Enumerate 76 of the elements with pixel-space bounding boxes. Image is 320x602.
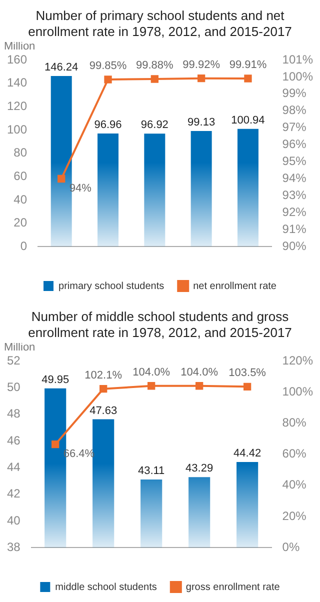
point xyxy=(150,75,158,83)
data-label: 104.0% xyxy=(180,366,218,378)
point xyxy=(243,382,252,390)
y2-tick-label: 90% xyxy=(282,238,307,253)
y-axis-title: Million xyxy=(4,40,36,53)
y2-tick-label: 92% xyxy=(282,204,307,219)
data-label: 43.11 xyxy=(138,465,165,478)
data-label: 99.92% xyxy=(182,58,220,71)
y-tick-label: 40 xyxy=(14,192,28,206)
data-label: 96.92 xyxy=(140,119,168,132)
legend-label: gross enrollment rate xyxy=(186,582,280,593)
y2-tick-label: 100% xyxy=(282,69,314,84)
point xyxy=(58,174,66,183)
point xyxy=(148,382,156,390)
y-tick-label: 140 xyxy=(6,76,28,90)
y-tick-label: 20 xyxy=(14,216,28,230)
y2-tick-label: 20% xyxy=(282,508,307,523)
chart-title: Number of middle school students and gross enrollment rate in 1978, 2012, and 2015-2017 xyxy=(27,308,293,342)
data-label: 43.29 xyxy=(186,462,214,475)
y2-tick-label: 0% xyxy=(282,540,300,554)
y2-tick-label: 80% xyxy=(282,416,307,430)
y-tick-label: 40 xyxy=(6,513,21,528)
data-label: 44.42 xyxy=(234,448,262,460)
y-tick-label: 38 xyxy=(6,540,21,554)
point xyxy=(195,382,204,390)
y2-tick-label: 91% xyxy=(282,222,307,236)
y2-tick-label: 94% xyxy=(282,171,307,186)
y-tick-label: 50 xyxy=(6,380,21,394)
point xyxy=(244,74,252,82)
y-tick-label: 52 xyxy=(6,353,21,368)
point xyxy=(104,76,112,84)
y-tick-label: 80 xyxy=(14,146,28,160)
data-label: 99.85% xyxy=(89,60,127,72)
y-tick-label: 100 xyxy=(6,122,28,136)
bar xyxy=(237,128,258,247)
y2-tick-label: 40% xyxy=(282,478,307,492)
data-label: 146.24 xyxy=(44,62,78,74)
legend-label: net enrollment rate xyxy=(193,280,277,292)
legend-label: middle school students xyxy=(55,582,157,593)
y2-tick-label: 97% xyxy=(282,120,307,134)
data-label: 103.5% xyxy=(228,367,266,380)
y2-tick-label: 101% xyxy=(282,52,314,66)
data-label: 96.96 xyxy=(94,119,122,132)
y2-tick-label: 93% xyxy=(282,188,307,202)
data-label: 100.94 xyxy=(231,114,265,126)
data-label: 47.63 xyxy=(90,404,118,417)
y-tick-label: 42 xyxy=(6,486,21,501)
bar xyxy=(190,130,212,247)
point xyxy=(52,440,60,448)
y-tick-label: 60 xyxy=(14,168,28,183)
point xyxy=(100,385,108,393)
y-axis-title: Million xyxy=(4,342,36,354)
y-tick-label: 48 xyxy=(6,406,21,421)
y2-tick-label: 95% xyxy=(282,154,307,168)
data-label: 99.88% xyxy=(136,60,174,72)
data-label: 49.95 xyxy=(42,374,70,386)
y2-tick-label: 60% xyxy=(282,446,307,461)
y2-tick-label: 98% xyxy=(282,103,307,118)
data-label: 99.13 xyxy=(188,116,216,129)
y-tick-label: 44 xyxy=(6,460,21,474)
y2-tick-label: 96% xyxy=(282,137,307,152)
point xyxy=(197,74,206,82)
bar xyxy=(98,134,119,247)
y2-tick-label: 99% xyxy=(282,86,307,100)
y-tick-label: 0 xyxy=(20,238,28,253)
data-label: 102.1% xyxy=(84,369,122,382)
y-tick-label: 120 xyxy=(6,98,28,113)
data-label: 99.91% xyxy=(229,59,267,72)
y-tick-label: 160 xyxy=(6,52,28,66)
legend-label: primary school students xyxy=(58,280,164,292)
chart-title: Number of primary school students and net enrollment rate in 1978, 2012, and 2015-2017 xyxy=(27,7,293,41)
bar xyxy=(144,134,166,247)
y-tick-label: 46 xyxy=(6,433,21,448)
data-label: 104.0% xyxy=(132,366,170,378)
y2-tick-label: 120% xyxy=(282,353,314,368)
y2-tick-label: 100% xyxy=(282,384,314,398)
